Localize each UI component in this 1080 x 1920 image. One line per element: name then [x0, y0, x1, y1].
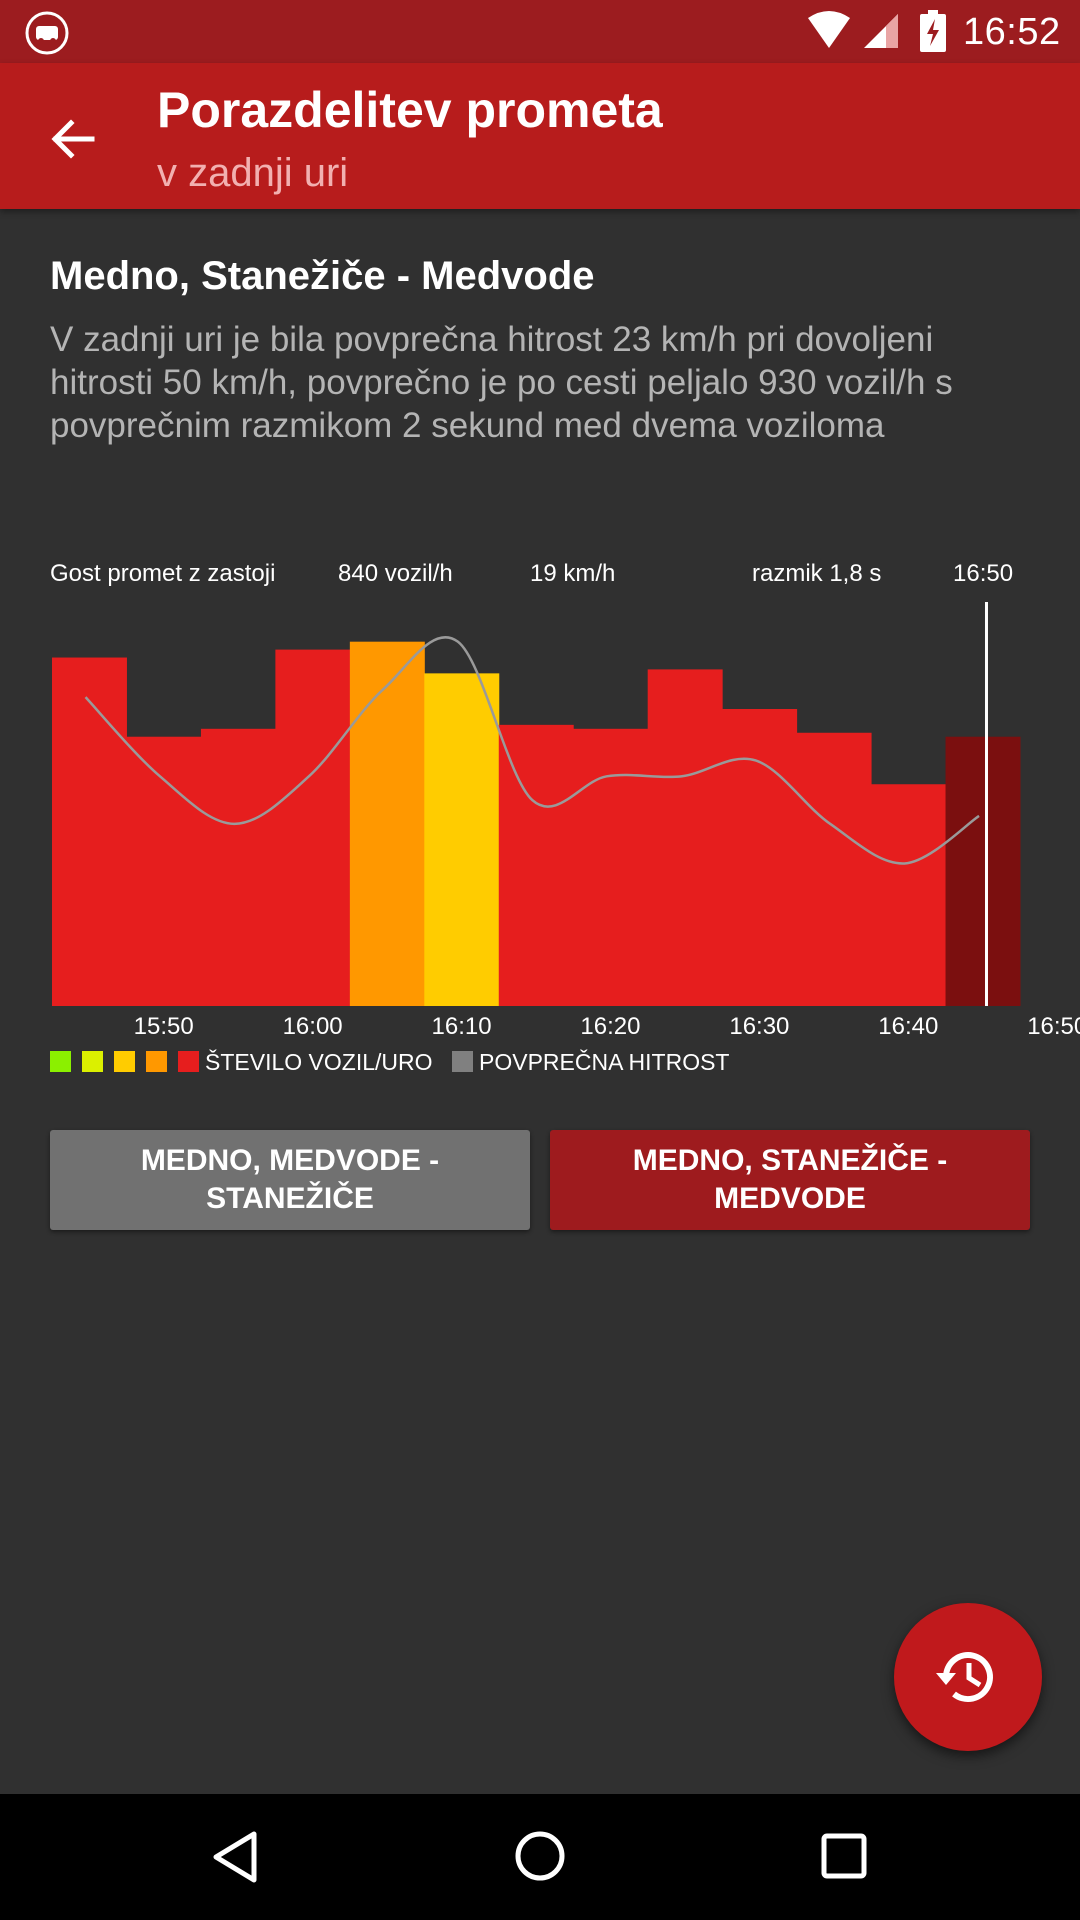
tick-label: 16:10 — [432, 1013, 492, 1040]
system-nav-bar — [0, 1794, 1080, 1920]
traffic-app-icon — [25, 11, 69, 55]
tick-label: 16:30 — [729, 1013, 789, 1040]
legend-vehicles-label: ŠTEVILO VOZIL/URO — [205, 1049, 433, 1075]
direction-button-label: MEDNO, MEDVODE - STANEŽIČE — [140, 1144, 440, 1215]
bar-16:35 — [796, 732, 872, 1006]
direction-button-medvode-stanezice[interactable]: MEDNO, MEDVODE - STANEŽIČE — [50, 1130, 530, 1230]
legend-swatch-red — [178, 1051, 199, 1072]
wifi-icon — [808, 11, 850, 48]
road-section-title: Medno, Stanežiče - Medvode — [50, 254, 595, 298]
traffic-chart: 15:50 16:00 16:10 16:20 16:30 16:40 16:50 — [52, 602, 1080, 1040]
tick-label: 16:00 — [283, 1013, 343, 1040]
nav-recent-icon[interactable] — [819, 1831, 869, 1881]
legend-swatch-orange — [146, 1051, 167, 1072]
app-bar: Porazdelitev prometa v zadnji uri — [0, 63, 1080, 209]
page-subtitle: v zadnji uri — [157, 151, 349, 195]
bar-16:00 — [275, 649, 351, 1006]
bar-16:20 — [573, 728, 649, 1006]
bar-16:10 — [424, 673, 500, 1006]
bar-16:30 — [722, 709, 798, 1006]
legend-swatch-green — [50, 1051, 71, 1072]
history-fab[interactable] — [894, 1603, 1042, 1751]
signal-icon — [864, 14, 898, 48]
bar-15:45 — [52, 657, 127, 1006]
bar-16:05 — [349, 641, 425, 1006]
bar-15:50 — [126, 736, 202, 1006]
bar-16:15 — [498, 724, 574, 1006]
legend-swatch-lime — [82, 1051, 103, 1072]
legend-swatch-yellow — [114, 1051, 135, 1072]
status-bar: 16:52 — [0, 0, 1080, 63]
speed-line — [84, 636, 980, 865]
bar-16:45 — [945, 736, 1021, 1006]
tick-label: 16:20 — [580, 1013, 640, 1040]
history-icon — [936, 1652, 993, 1703]
chart-bars — [52, 641, 1021, 1006]
tick-label: 16:40 — [878, 1013, 938, 1040]
nav-back-icon[interactable] — [210, 1830, 260, 1884]
traffic-description: V zadnji uri je bila povprečna hitrost 2… — [50, 320, 953, 445]
legend-speed-label: POVPREČNA HITROST — [479, 1049, 730, 1075]
current-speed: 19 km/h — [530, 560, 616, 587]
chart-tick-labels: 15:50 16:00 16:10 16:20 16:30 16:40 16:50 — [134, 1013, 1080, 1040]
status-time: 16:52 — [963, 11, 1061, 53]
bar-16:40 — [871, 784, 947, 1006]
bar-15:55 — [200, 728, 276, 1006]
current-traffic-status: Gost promet z zastoji — [50, 560, 276, 587]
tick-label: 16:50 — [1027, 1013, 1080, 1040]
nav-home-icon[interactable] — [512, 1828, 568, 1884]
battery-charging-icon — [920, 10, 946, 52]
legend-swatch-gray — [452, 1051, 473, 1072]
current-time: 16:50 — [953, 560, 1014, 587]
tick-label: 15:50 — [134, 1013, 194, 1040]
page-title: Porazdelitev prometa — [157, 82, 663, 138]
current-gap: razmik 1,8 s — [752, 560, 882, 587]
direction-button-stanezice-medvode[interactable]: MEDNO, STANEŽIČE - MEDVODE — [550, 1130, 1030, 1230]
bar-16:25 — [647, 669, 723, 1006]
direction-button-label: MEDNO, STANEŽIČE - MEDVODE — [632, 1144, 948, 1215]
current-vehicle-count: 840 vozil/h — [338, 560, 453, 587]
arrow-back-icon[interactable] — [44, 109, 104, 169]
